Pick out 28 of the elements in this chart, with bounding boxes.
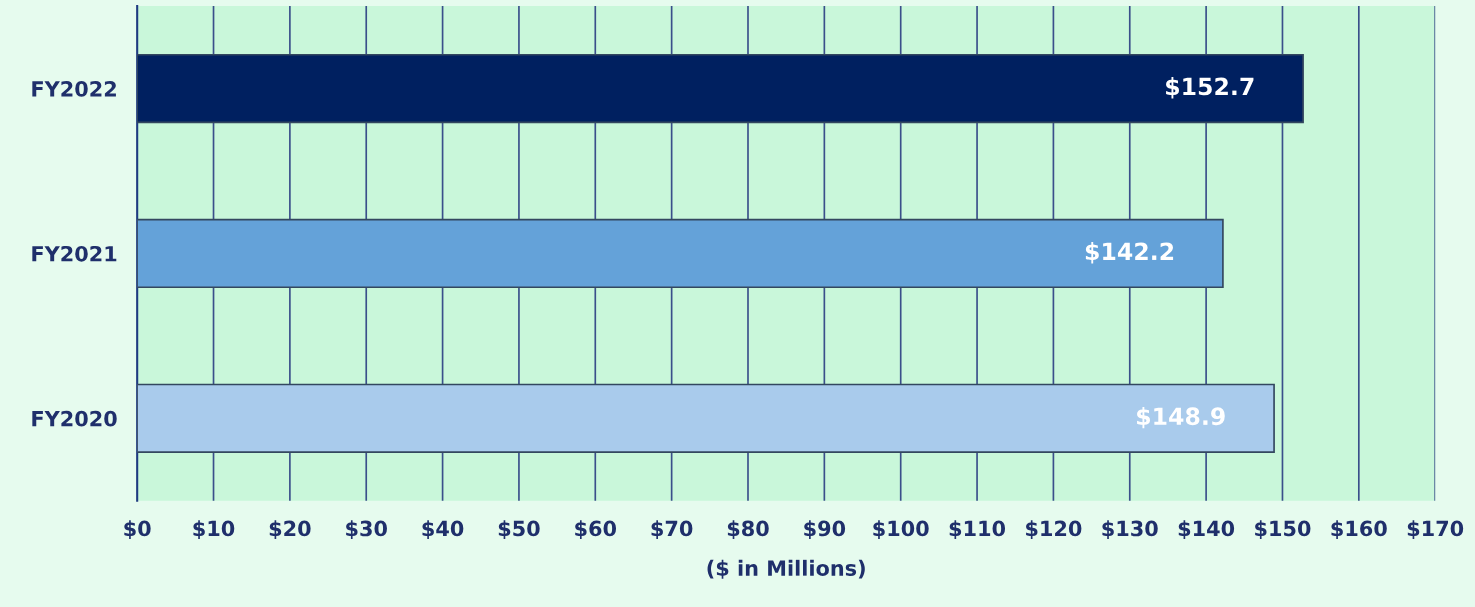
x-tick-label: $60 bbox=[575, 520, 617, 540]
y-tick-label: FY2021 bbox=[32, 245, 117, 262]
bar bbox=[137, 218, 1224, 289]
x-tick-label: $80 bbox=[727, 520, 769, 540]
x-axis-title: ($ in Millions) bbox=[707, 559, 865, 579]
x-tick-label: $100 bbox=[873, 520, 929, 540]
x-tick-label: $70 bbox=[651, 520, 693, 540]
x-tick-label: $170 bbox=[1407, 520, 1464, 540]
x-tick-label: $150 bbox=[1255, 520, 1311, 540]
x-tick-label: $50 bbox=[498, 520, 540, 540]
bar bbox=[137, 383, 1275, 453]
data-label: $152.7 bbox=[1166, 77, 1254, 99]
data-label: $148.9 bbox=[1137, 406, 1225, 429]
x-tick-label: $120 bbox=[1026, 520, 1082, 540]
x-tick-label: $0 bbox=[124, 520, 151, 540]
x-tick-label: $20 bbox=[269, 520, 311, 540]
x-tick-label: $140 bbox=[1178, 520, 1235, 540]
bar bbox=[137, 53, 1304, 124]
y-tick-label: FY2022 bbox=[32, 80, 116, 97]
data-label: $142.2 bbox=[1085, 242, 1174, 264]
x-tick-label: $40 bbox=[422, 520, 464, 540]
x-tick-label: $130 bbox=[1102, 520, 1158, 540]
x-tick-label: $90 bbox=[804, 520, 846, 540]
x-tick-label: $30 bbox=[346, 520, 387, 540]
x-tick-label: $10 bbox=[193, 520, 235, 540]
x-tick-label: $160 bbox=[1331, 520, 1387, 540]
x-tick-label: $110 bbox=[949, 520, 1006, 540]
y-tick-label: FY2020 bbox=[32, 410, 117, 427]
